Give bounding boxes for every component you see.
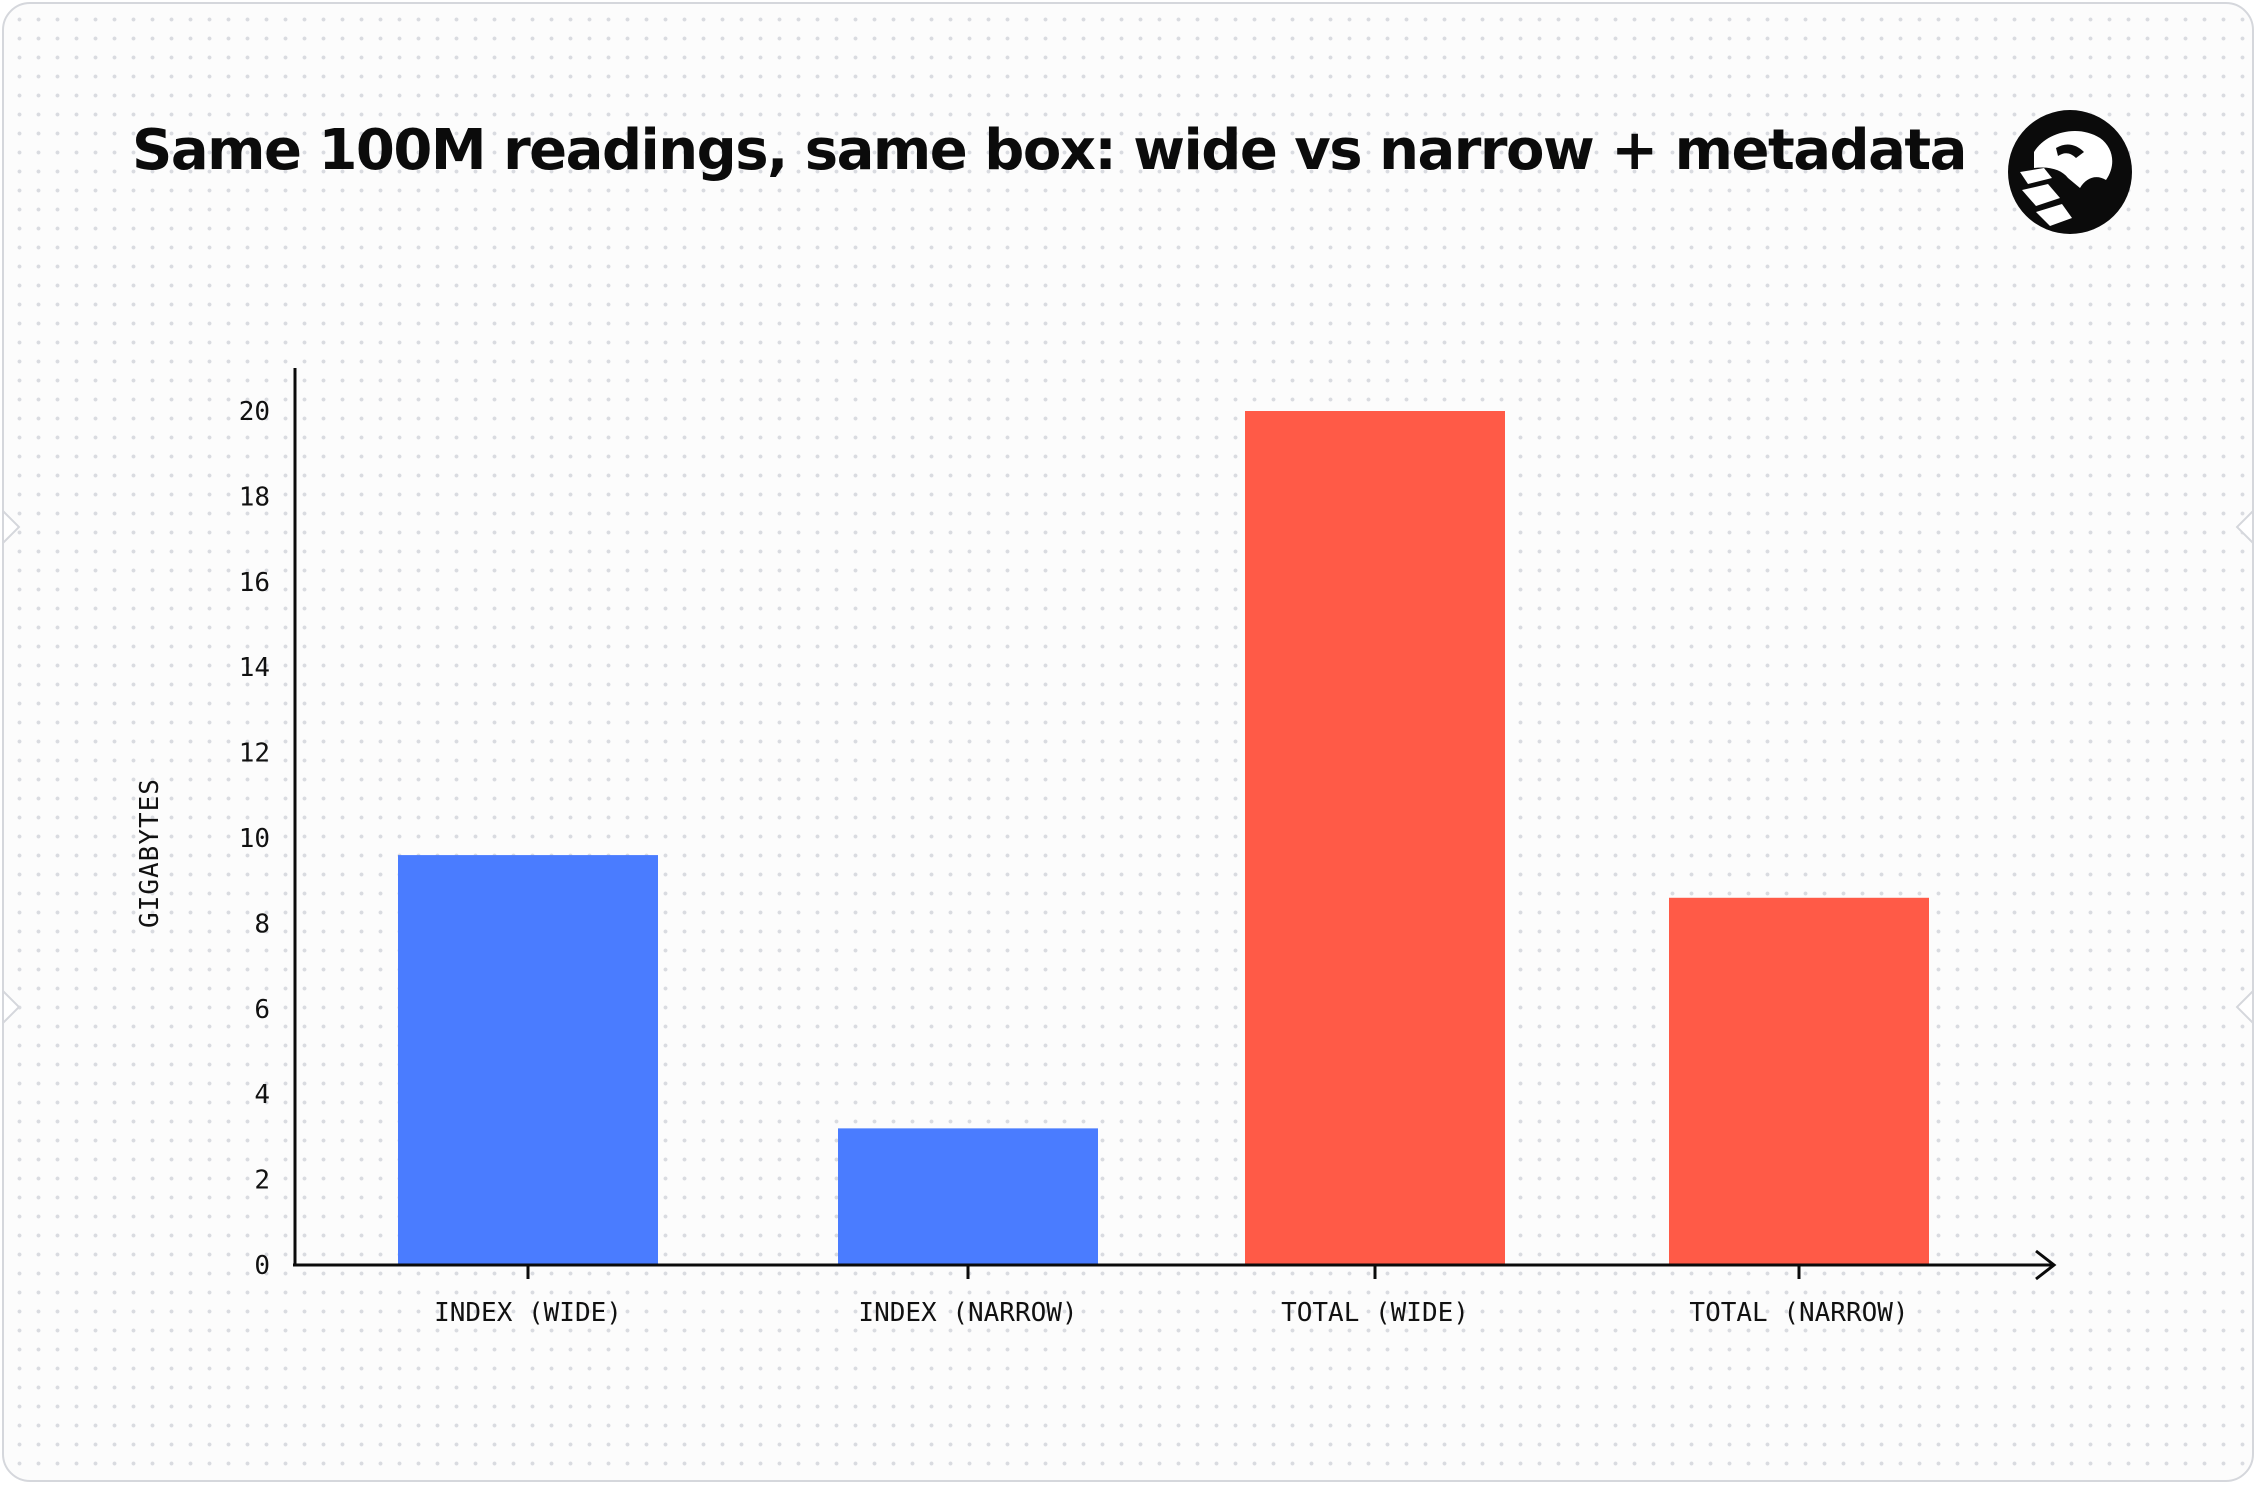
bar-total-narrow	[1669, 897, 1929, 1265]
bars-layer	[398, 411, 1929, 1265]
x-axis-arrow-icon	[2035, 1249, 2057, 1281]
y-tick-label: 0	[254, 1251, 270, 1281]
y-tick-label: 18	[239, 482, 270, 512]
y-tick-label: 14	[239, 653, 270, 683]
y-tick-label: 6	[254, 995, 270, 1025]
y-tick-label: 8	[254, 909, 270, 939]
bar-index-narrow	[838, 1128, 1098, 1265]
x-category-label: TOTAL (WIDE)	[1281, 1298, 1469, 1328]
y-tick-label: 20	[239, 397, 270, 427]
tiger-head-icon	[2008, 110, 2132, 234]
y-tick-label: 16	[239, 568, 270, 598]
bar-index-wide	[398, 855, 658, 1265]
y-tick-label: 12	[239, 739, 270, 769]
y-tick-labels: 0 2 4 6 8 10 12 14 16 18 20	[239, 397, 270, 1281]
bar-total-wide	[1245, 411, 1505, 1265]
x-category-label: TOTAL (NARROW)	[1689, 1298, 1908, 1328]
x-category-labels: INDEX (WIDE) INDEX (NARROW) TOTAL (WIDE) TO…	[434, 1298, 1909, 1328]
x-category-label: INDEX (WIDE)	[434, 1298, 622, 1328]
axes-layer	[293, 368, 2057, 1281]
chart-title: Same 100M readings, same box: wide vs na…	[132, 118, 1967, 183]
y-axis-label: GIGABYTES	[135, 778, 165, 928]
y-tick-label: 4	[254, 1080, 270, 1110]
y-tick-label: 10	[239, 824, 270, 854]
y-tick-label: 2	[254, 1166, 270, 1196]
x-category-label: INDEX (NARROW)	[858, 1298, 1077, 1328]
